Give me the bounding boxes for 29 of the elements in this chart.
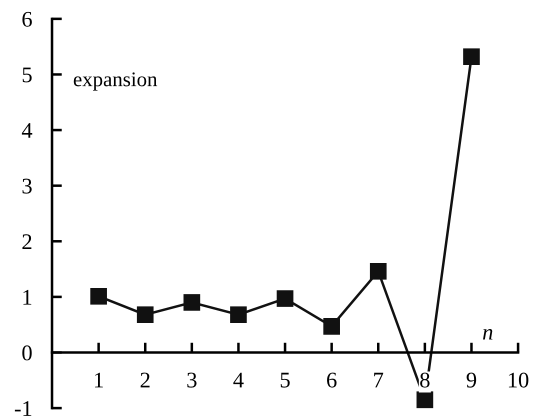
x-tick-label: 5: [280, 372, 290, 388]
y-tick-label: 3: [22, 178, 32, 194]
point: [463, 48, 480, 65]
x-tick-label: 4: [233, 372, 244, 388]
x-tick-label: 6: [327, 372, 337, 388]
x-tick-label: 3: [187, 372, 197, 388]
point: [323, 318, 340, 335]
point: [276, 290, 294, 307]
point: [230, 306, 247, 324]
y-tick-label: 2: [22, 234, 32, 249]
x-tick-label: 7: [374, 372, 384, 388]
point: [416, 391, 434, 408]
annotation: expansion: [74, 72, 158, 91]
y-tick-label: -1: [14, 401, 32, 416]
point: [184, 294, 200, 311]
x-tick-label: 9: [466, 372, 476, 388]
y-tick-label: 4: [22, 123, 32, 138]
point: [90, 288, 107, 305]
x-tick-label: 10: [508, 372, 528, 388]
y-tick-label: 1: [23, 290, 32, 305]
x-axis-title: n: [483, 329, 492, 340]
y-tick-label: 5: [22, 68, 32, 82]
point: [136, 306, 154, 324]
y-tick-label: 6: [22, 12, 32, 27]
point: [370, 262, 387, 280]
x-tick-label: 1: [95, 372, 103, 388]
y-tick-label: 0: [22, 345, 32, 360]
x-tick-label: 8: [420, 372, 430, 388]
x-tick-label: 2: [140, 372, 150, 388]
